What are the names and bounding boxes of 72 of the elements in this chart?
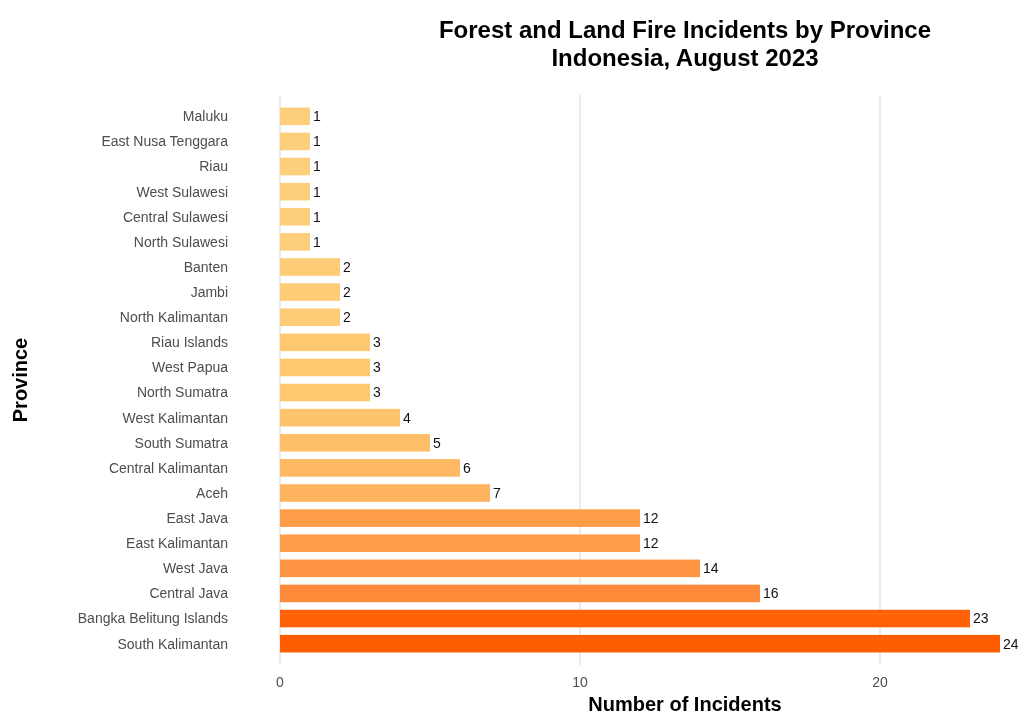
bar <box>280 233 310 251</box>
y-tick-label: East Kalimantan <box>126 535 228 552</box>
bar <box>280 559 700 578</box>
bar <box>280 308 340 327</box>
data-label: 12 <box>643 535 659 552</box>
bar <box>280 634 1000 653</box>
y-tick-label: Banten <box>183 258 228 275</box>
y-tick-label: West Java <box>162 560 229 577</box>
bar <box>280 358 370 377</box>
bar <box>280 509 640 527</box>
y-tick-label: North Sumatra <box>136 384 229 401</box>
data-label: 12 <box>643 510 659 527</box>
data-label: 16 <box>763 585 779 602</box>
bar <box>280 534 640 553</box>
data-label: 3 <box>373 334 381 351</box>
y-tick-label: Maluku <box>182 108 228 125</box>
data-label: 5 <box>433 434 441 451</box>
x-tick-label: 10 <box>572 674 588 690</box>
data-label: 3 <box>373 359 381 376</box>
y-tick-label: South Kalimantan <box>117 635 228 652</box>
data-label: 7 <box>493 484 501 501</box>
data-label: 24 <box>1003 635 1019 652</box>
data-label: 6 <box>463 459 471 476</box>
bar <box>280 132 310 151</box>
y-tick-label: East Java <box>166 510 229 527</box>
y-tick-label: Riau Islands <box>150 334 228 351</box>
y-tick-label: West Kalimantan <box>122 409 228 426</box>
x-tick-label: 0 <box>276 674 285 690</box>
bar <box>280 182 310 201</box>
data-label: 2 <box>343 284 351 301</box>
y-tick-label: Central Java <box>149 585 229 602</box>
data-label: 2 <box>343 309 351 326</box>
bar <box>280 207 310 226</box>
data-label: 23 <box>973 610 989 627</box>
y-tick-label: South Sumatra <box>134 434 229 451</box>
bar <box>280 459 460 477</box>
data-label: 1 <box>313 108 321 125</box>
chart-title: Forest and Land Fire Incidents by Province Indonesia, August 2023 <box>438 16 932 71</box>
bar <box>280 433 430 452</box>
bar <box>280 484 490 502</box>
data-label: 1 <box>313 158 321 175</box>
y-tick-label: East Nusa Tenggara <box>101 133 229 150</box>
data-label: 2 <box>343 258 351 275</box>
y-axis-title: Province <box>9 337 31 423</box>
bar <box>280 609 970 628</box>
y-tick-label: North Kalimantan <box>119 309 228 326</box>
x-axis-title: Number of Incidents <box>588 693 782 715</box>
y-tick-label: West Sulawesi <box>136 183 228 200</box>
bar <box>280 258 340 276</box>
bar <box>280 584 760 603</box>
data-label: 1 <box>313 133 321 150</box>
data-label: 4 <box>403 409 411 426</box>
data-label: 14 <box>703 560 719 577</box>
data-label: 1 <box>313 208 321 225</box>
data-label: 1 <box>313 183 321 200</box>
y-tick-label: Bangka Belitung Islands <box>77 610 228 627</box>
y-tick-label: North Sulawesi <box>133 233 228 250</box>
y-tick-label: Central Kalimantan <box>108 459 228 476</box>
bar <box>280 107 310 126</box>
y-tick-label: Riau <box>199 158 228 175</box>
bar <box>280 333 370 352</box>
bar <box>280 408 400 427</box>
y-tick-label: West Papua <box>151 359 229 376</box>
bar <box>280 383 370 402</box>
data-label: 1 <box>313 233 321 250</box>
y-tick-label: Aceh <box>196 484 228 501</box>
x-tick-label: 20 <box>872 674 888 690</box>
y-tick-label: Central Sulawesi <box>122 208 228 225</box>
data-label: 3 <box>373 384 381 401</box>
y-tick-label: Jambi <box>190 284 228 301</box>
bar <box>280 283 340 301</box>
bar <box>280 157 310 176</box>
